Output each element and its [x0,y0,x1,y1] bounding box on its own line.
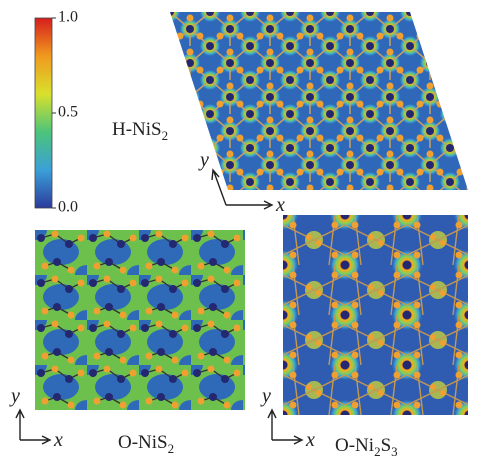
y-axis-label: y [198,149,209,171]
h-nis2-map [170,12,468,190]
o-ni2s3-map [283,215,468,415]
label-text: O-NiS [118,432,168,453]
axes-arrows [16,410,50,444]
x-axis-label: x [53,429,63,451]
y-axis-label: y [9,385,20,407]
label-text: O-Ni [335,435,374,456]
x-axis-label: x [275,194,285,216]
y-axis-label: y [260,385,271,407]
axes-arrows [268,410,302,444]
panel-label: H-NiS2 [112,119,168,143]
label-text: H-NiS [112,119,162,140]
colorbar-tick-label: 0.0 [58,199,78,216]
o-nis2-map [35,230,245,410]
panel-label: O-NiS2 [118,432,174,456]
label-sub: 2 [168,441,175,456]
label-sub: 3 [391,444,398,459]
panel-label: O-Ni2S3 [335,435,398,459]
label-text: S [381,435,392,456]
colorbar-tick-label: 1.0 [58,9,78,26]
colorbar-tick-label: 0.5 [58,104,78,121]
colorbar [35,18,52,208]
label-sub: 2 [162,128,169,143]
x-axis-label: x [305,429,315,451]
figure: H-NiS2 O-NiS2 O-Ni2S3 y x y x y x 1.00.5… [0,0,481,464]
